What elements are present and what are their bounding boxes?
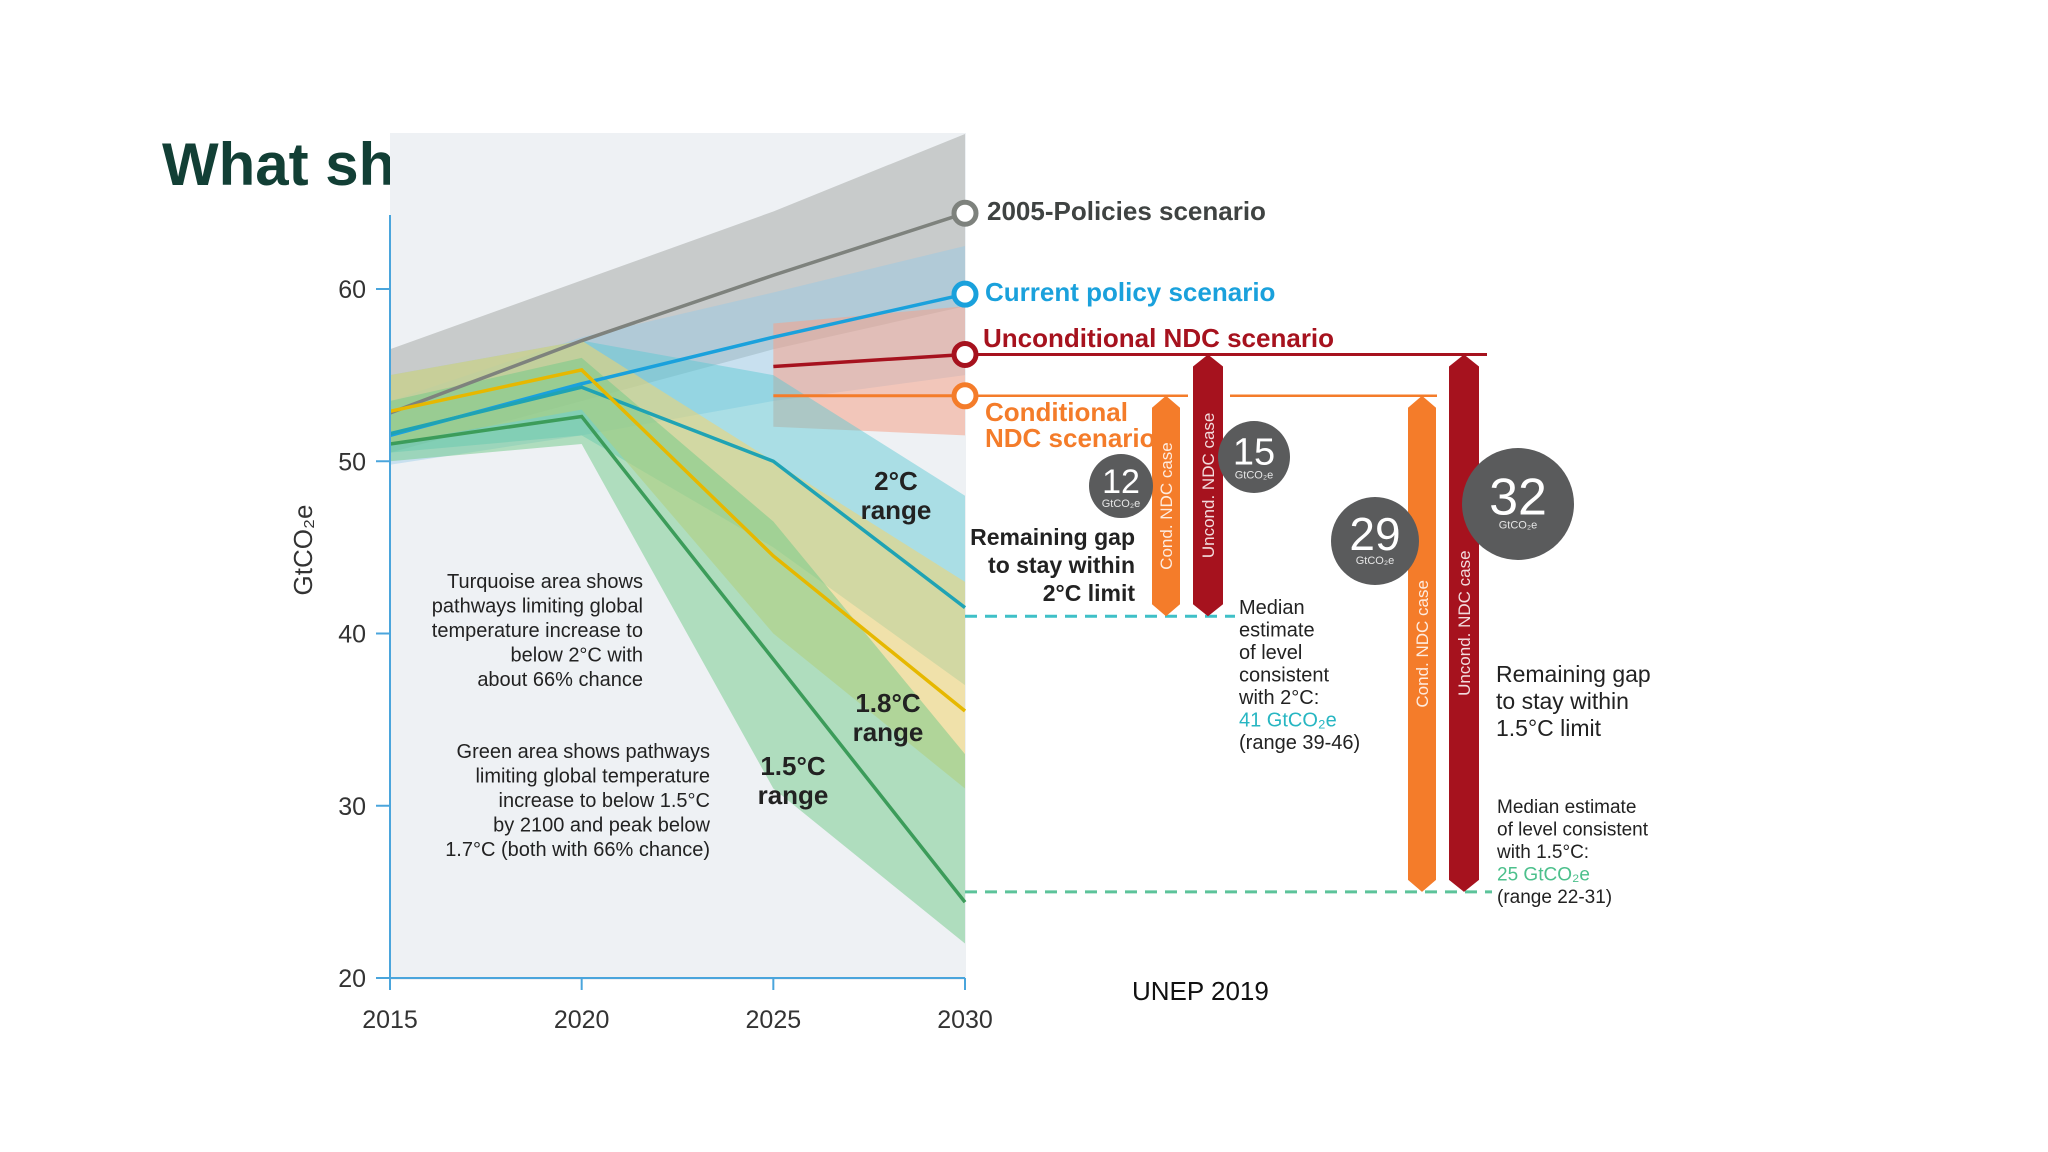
median-15c-note: (range 22-31) (1497, 887, 1612, 908)
gap-value-bubble-3 (1462, 448, 1574, 560)
gap-bar-0 (1152, 395, 1180, 617)
label-current-policy: Current policy scenario (985, 277, 1275, 307)
scenario-marker-3 (951, 382, 979, 410)
y-tick-label: 40 (338, 621, 366, 649)
median-2c-note: Median (1239, 597, 1305, 619)
gap-15c-note: 1.5°C limit (1496, 715, 1602, 741)
y-tick-label: 60 (338, 276, 366, 304)
gap-value-number: 29 (1349, 508, 1400, 560)
gap-value-unit: GtCO₂e (1102, 498, 1141, 510)
gap-value-number: 15 (1233, 432, 1275, 474)
gap-value-unit: GtCO₂e (1356, 555, 1395, 567)
gap-value-unit: GtCO₂e (1499, 519, 1538, 531)
series-line-4 (389, 385, 967, 610)
label-cond-ndc: Conditional (985, 397, 1128, 427)
gap-value-bubble-1 (1218, 421, 1290, 493)
gap-2c-note: Remaining gap (970, 524, 1135, 550)
turquoise-note: about 66% chance (477, 669, 643, 691)
gap-bar-2 (1408, 395, 1436, 892)
gap-bar-1 (1193, 354, 1223, 617)
y-tick-label: 50 (338, 448, 366, 476)
gap-bar-label: Uncond. NDC case (1199, 413, 1218, 559)
label-cond-ndc: NDC scenario (985, 423, 1156, 453)
y-tick-label: 20 (338, 965, 366, 993)
series-line-0 (389, 211, 966, 415)
median-2c-note: of level (1239, 642, 1302, 664)
turquoise-note: temperature increase to (432, 620, 643, 642)
y-axis-label: GtCO₂e (288, 505, 318, 596)
gap-2c-note: to stay within (988, 552, 1135, 578)
green-note: by 2100 and peak below (493, 815, 710, 837)
series-line-2 (773, 352, 966, 369)
gap-value-bubble-0 (1089, 454, 1153, 518)
series-line-6 (389, 414, 967, 904)
source-credit: UNEP 2019 (1132, 976, 1269, 1006)
gap-bar-label: Cond. NDC case (1157, 442, 1176, 570)
median-2c-note: 41 GtCO₂e (1239, 710, 1337, 732)
range-label: range (853, 717, 924, 747)
band-5 (390, 340, 965, 789)
median-15c-note: Median estimate (1497, 797, 1636, 818)
label-2005-policies: 2005-Policies scenario (987, 196, 1266, 226)
x-tick-label: 2025 (746, 1006, 802, 1034)
turquoise-note: pathways limiting global (432, 596, 643, 618)
x-tick-label: 2030 (937, 1006, 993, 1034)
median-15c-note: with 1.5°C: (1496, 842, 1589, 863)
band-2 (773, 306, 965, 436)
median-15c-note: 25 GtCO₂e (1497, 865, 1590, 886)
green-note: Green area shows pathways (457, 741, 710, 763)
turquoise-note: Turquoise area shows (447, 571, 643, 593)
series-line-5 (389, 368, 967, 713)
x-tick-label: 2020 (554, 1006, 610, 1034)
gap-2c-note: 2°C limit (1043, 580, 1136, 606)
range-label: range (861, 495, 932, 525)
median-15c-note: of level consistent (1497, 820, 1649, 841)
gap-bar-label: Uncond. NDC case (1455, 550, 1474, 696)
range-label: 1.5°C (760, 751, 826, 781)
median-2c-note: (range 39-46) (1239, 732, 1360, 754)
gap-bar-label: Cond. NDC case (1413, 580, 1432, 708)
turquoise-note: below 2°C with (511, 645, 644, 667)
gap-value-number: 32 (1489, 468, 1547, 526)
scenario-marker-0 (951, 199, 979, 227)
scenario-marker-2 (951, 340, 979, 368)
gap-15c-note: Remaining gap (1496, 661, 1651, 687)
green-note: 1.7°C (both with 66% chance) (445, 839, 710, 861)
green-note: increase to below 1.5°C (499, 790, 710, 812)
range-label: 2°C (874, 466, 918, 496)
gap-value-number: 12 (1102, 463, 1140, 501)
y-tick-label: 30 (338, 793, 366, 821)
scenario-marker-1 (951, 280, 979, 308)
band-6 (390, 357, 965, 944)
gap-value-unit: GtCO₂e (1235, 470, 1274, 482)
range-label: range (758, 780, 829, 810)
x-tick-label: 2015 (362, 1006, 418, 1034)
gap-15c-note: to stay within (1496, 688, 1629, 714)
gap-value-bubble-2 (1331, 497, 1419, 585)
median-2c-note: with 2°C: (1238, 687, 1319, 709)
label-uncond-ndc: Unconditional NDC scenario (983, 323, 1334, 353)
range-label: 1.8°C (855, 688, 921, 718)
median-2c-note: estimate (1239, 620, 1315, 642)
green-note: limiting global temperature (475, 766, 710, 788)
median-2c-note: consistent (1239, 665, 1329, 687)
